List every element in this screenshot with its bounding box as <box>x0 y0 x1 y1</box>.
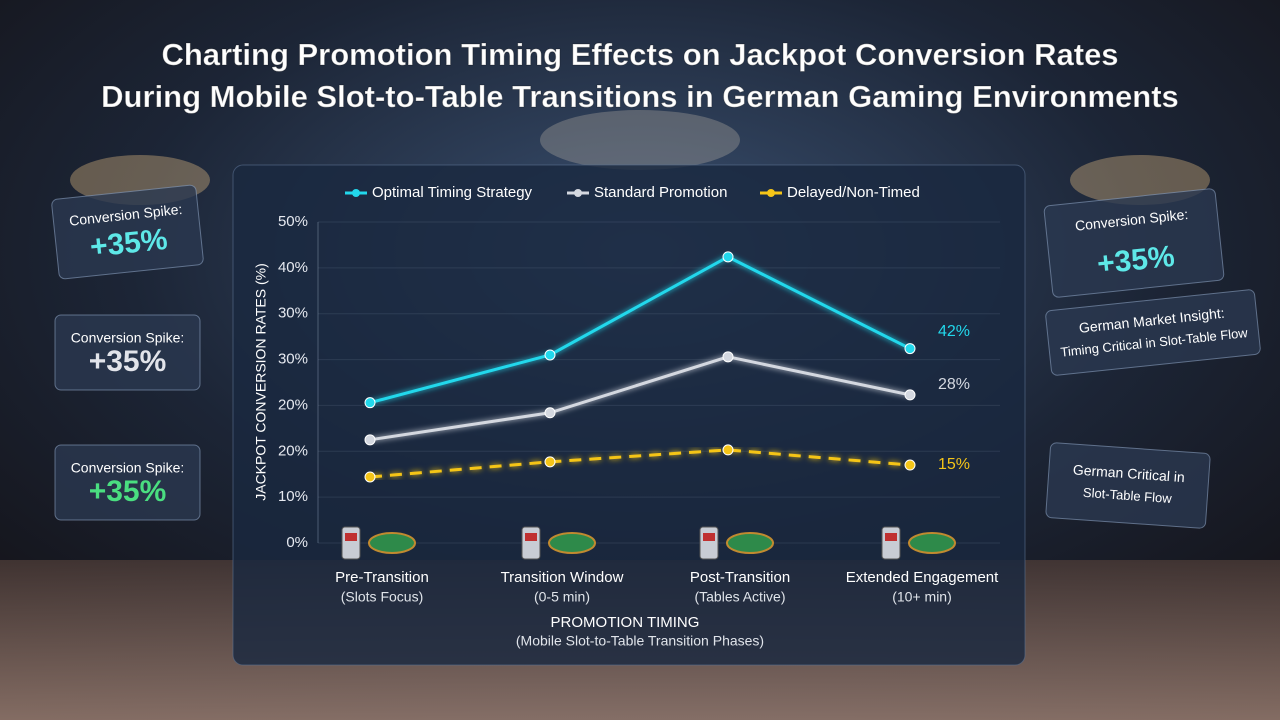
end-label: 28% <box>938 376 970 393</box>
side-card: Conversion Spike:+35% <box>54 444 201 521</box>
legend-label: Delayed/Non-Timed <box>787 184 920 201</box>
table-icon <box>726 532 774 554</box>
card-value: Slot-Table Flow <box>1082 485 1172 506</box>
end-label: 15% <box>938 456 970 473</box>
legend-label: Standard Promotion <box>594 184 727 201</box>
card-box <box>1043 188 1225 298</box>
side-card: Conversion Spike:+35% <box>54 314 201 391</box>
card-label: German Critical in <box>1072 461 1185 485</box>
data-point <box>904 389 916 401</box>
card-box <box>1045 289 1261 376</box>
card-value: +35% <box>1096 240 1177 281</box>
data-point <box>722 251 734 263</box>
data-point <box>722 351 734 363</box>
y-tick-label: 50% <box>278 213 308 230</box>
side-card: Conversion Spike:+35% <box>1043 188 1225 298</box>
slot-icon <box>699 526 719 560</box>
card-box <box>54 314 201 391</box>
card-value: +35% <box>89 475 167 508</box>
y-tick-label: 10% <box>278 488 308 505</box>
card-box <box>1045 442 1211 529</box>
slot-screen <box>345 533 357 541</box>
card-label: Conversion Spike: <box>71 460 185 476</box>
slot-screen <box>703 533 715 541</box>
data-point <box>364 471 376 483</box>
table-icon <box>548 532 596 554</box>
x-axis-sublabel: (Mobile Slot-to-Table Transition Phases) <box>516 633 764 649</box>
data-point <box>364 397 376 409</box>
legend-marker <box>352 189 360 197</box>
slot-screen <box>525 533 537 541</box>
x-tick-sublabel: (0-5 min) <box>534 589 590 605</box>
series-line <box>369 255 911 405</box>
y-axis-label: JACKPOT CONVERSION RATES (%) <box>253 263 269 501</box>
x-tick-label: Pre-Transition <box>335 569 429 586</box>
x-tick-sublabel: (Tables Active) <box>694 589 785 605</box>
x-tick-label: Post-Transition <box>690 569 790 586</box>
data-point <box>722 444 734 456</box>
y-tick-label: 30% <box>278 305 308 322</box>
data-point <box>544 349 556 361</box>
table-icon <box>908 532 956 554</box>
card-label: Conversion Spike: <box>71 330 185 346</box>
data-point <box>904 343 916 355</box>
card-value: +35% <box>89 345 167 378</box>
chart-panel <box>232 164 1026 666</box>
card-box <box>54 444 201 521</box>
slot-icon <box>341 526 361 560</box>
slot-icon <box>881 526 901 560</box>
x-tick-label: Transition Window <box>501 569 624 586</box>
data-point <box>364 434 376 446</box>
title-line: During Mobile Slot-to-Table Transitions … <box>101 79 1179 114</box>
data-point <box>544 407 556 419</box>
x-tick-sublabel: (10+ min) <box>892 589 952 605</box>
y-tick-label: 20% <box>278 442 308 459</box>
side-card: Conversion Spike:+35% <box>51 184 204 280</box>
data-point <box>544 456 556 468</box>
y-tick-label: 0% <box>286 534 308 551</box>
y-tick-label: 20% <box>278 396 308 413</box>
legend-marker <box>574 189 582 197</box>
x-tick-label: Extended Engagement <box>846 569 999 586</box>
series-line <box>369 355 911 442</box>
side-card: German Market Insight:Timing Critical in… <box>1045 289 1261 376</box>
chandelier <box>540 110 740 170</box>
data-point <box>904 459 916 471</box>
title-line: Charting Promotion Timing Effects on Jac… <box>161 37 1118 72</box>
slot-icon <box>521 526 541 560</box>
card-value: +35% <box>88 223 169 264</box>
slot-screen <box>885 533 897 541</box>
legend-label: Optimal Timing Strategy <box>372 184 533 201</box>
series-line <box>369 448 911 479</box>
table-icon <box>368 532 416 554</box>
y-tick-label: 30% <box>278 351 308 368</box>
legend-marker <box>767 189 775 197</box>
end-label: 42% <box>938 323 970 340</box>
y-tick-label: 40% <box>278 259 308 276</box>
x-axis-label: PROMOTION TIMING <box>551 614 700 631</box>
x-tick-sublabel: (Slots Focus) <box>341 589 423 605</box>
card-box <box>51 184 204 280</box>
